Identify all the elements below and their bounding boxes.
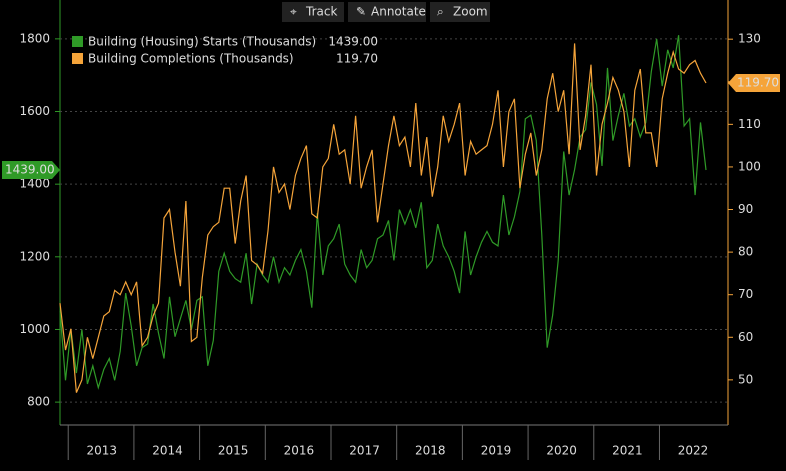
- toolbar: ⌖ Track ✎ Annotate ⌕ Zoom: [282, 2, 490, 22]
- legend-value: 119.70: [336, 52, 378, 66]
- y2-tick-label: 110: [738, 117, 761, 131]
- y2-tick-label: 80: [738, 245, 753, 259]
- last-value-tag: [728, 74, 780, 93]
- track-button[interactable]: [282, 2, 344, 22]
- y2-tick-label: 70: [738, 287, 753, 301]
- y2-tick-label: 130: [738, 32, 761, 46]
- x-tick-label: 2014: [152, 444, 183, 458]
- x-tick-label: 2017: [349, 444, 380, 458]
- series-line: [59, 43, 707, 393]
- last-value-tag-label: 119.70: [737, 76, 779, 90]
- zoom-icon: ⌕: [437, 5, 444, 19]
- y2-tick-label: 100: [738, 159, 761, 173]
- last-value-tag-label: 1439.00: [5, 163, 55, 177]
- x-tick-label: 2021: [612, 444, 643, 458]
- y2-tick-label: 50: [738, 372, 753, 386]
- annotate-button[interactable]: [348, 2, 426, 22]
- zoom-button[interactable]: [430, 2, 490, 22]
- annotate-label[interactable]: Annotate: [371, 5, 426, 19]
- x-tick-label: 2019: [481, 444, 512, 458]
- legend: Building (Housing) Starts (Thousands) 143…: [72, 35, 378, 66]
- track-icon: ⌖: [290, 5, 297, 19]
- x-tick-label: 2018: [415, 444, 446, 458]
- legend-label: Building (Housing) Starts (Thousands): [88, 35, 316, 49]
- x-tick-label: 2022: [678, 444, 709, 458]
- y-tick-label: 1600: [19, 104, 50, 118]
- y2-tick-label: 60: [738, 330, 753, 344]
- x-tick-label: 2016: [284, 444, 315, 458]
- y-tick-label: 1000: [19, 322, 50, 336]
- y2-tick-label: 90: [738, 202, 753, 216]
- last-value-tag: [2, 161, 60, 179]
- legend-swatch: [72, 36, 83, 47]
- x-tick-label: 2015: [218, 444, 249, 458]
- y-tick-label: 800: [27, 395, 50, 409]
- annotate-icon: ✎: [356, 5, 366, 19]
- y-tick-label: 1800: [19, 31, 50, 45]
- legend-swatch: [72, 53, 83, 64]
- legend-value: 1439.00: [328, 35, 378, 49]
- track-label[interactable]: Track: [305, 5, 337, 19]
- y-tick-label: 1400: [19, 177, 50, 191]
- x-tick-label: 2020: [546, 444, 577, 458]
- zoom-label[interactable]: Zoom: [453, 5, 488, 19]
- y-tick-label: 1200: [19, 249, 50, 263]
- x-tick-label: 2013: [87, 444, 118, 458]
- legend-label: Building Completions (Thousands): [88, 52, 294, 66]
- series-line: [59, 35, 707, 390]
